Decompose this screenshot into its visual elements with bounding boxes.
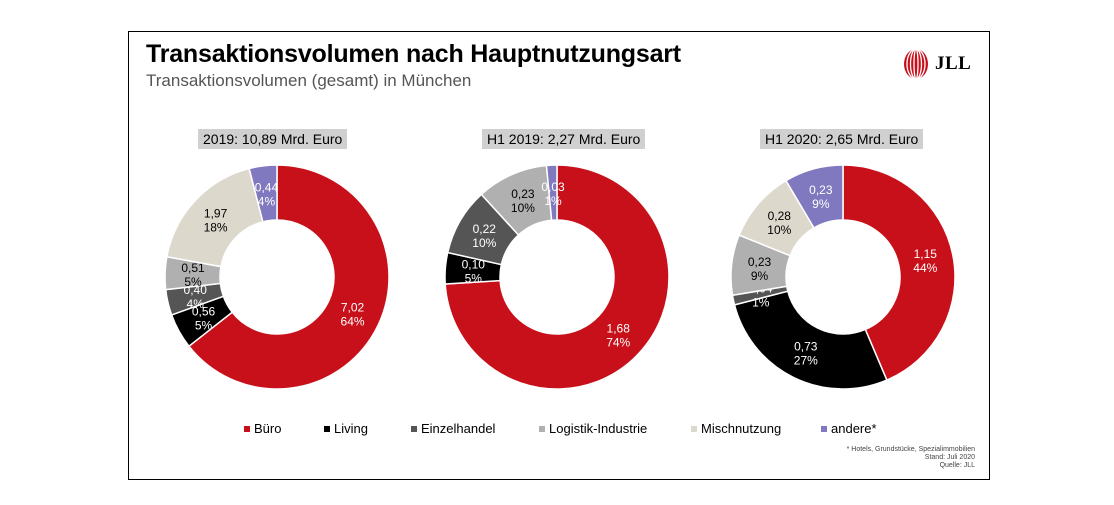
page-title: Transaktionsvolumen nach Hauptnutzungsar…	[146, 40, 681, 68]
data-label-value: 0,22	[473, 222, 497, 236]
legend-label: Büro	[254, 421, 282, 436]
footnote: * Hotels, Grundstücke, Spezialimmobilien…	[847, 446, 975, 470]
data-label-value: 0,23	[748, 255, 772, 269]
data-label-value: 1,15	[914, 247, 938, 261]
legend-item-buero: Büro	[244, 421, 281, 436]
data-label-percent: 27%	[794, 353, 818, 367]
legend-item-einzelhandel: Einzelhandel	[411, 421, 495, 436]
donut-slice-2-1	[733, 290, 888, 390]
data-label-value: 0,56	[192, 305, 216, 319]
chart-frame	[128, 31, 990, 480]
footnote-line: * Hotels, Grundstücke, Spezialimmobilien	[846, 446, 975, 453]
data-label-percent: 5%	[184, 275, 202, 289]
data-label-percent: 9%	[812, 197, 830, 211]
data-label-percent: 5%	[465, 271, 483, 285]
data-label-value: 0,03	[541, 180, 565, 194]
legend-label: Living	[334, 421, 368, 436]
data-label-value: 0,23	[809, 183, 833, 197]
data-label-percent: 10%	[767, 223, 791, 237]
data-label-value: 1,68	[607, 322, 631, 336]
data-label-value: 0,51	[181, 261, 205, 275]
jll-logo-icon	[904, 48, 928, 80]
data-label-percent: 1%	[544, 194, 562, 208]
page-subtitle: Transaktionsvolumen (gesamt) in München	[146, 71, 472, 90]
data-label-percent: 64%	[341, 315, 365, 329]
legend-label: Mischnutzung	[701, 421, 782, 436]
data-label-percent: 10%	[511, 201, 535, 215]
data-label-value: 1,97	[204, 207, 228, 221]
legend-label: andere*	[831, 421, 877, 436]
chart-title-h1-2020: H1 2020: 2,65 Mrd. Euro	[760, 129, 924, 149]
donut-slice-0-5	[248, 164, 278, 223]
legend-swatch	[324, 425, 330, 432]
donut-slice-2-0	[842, 164, 956, 382]
data-label-percent: 1%	[752, 295, 770, 309]
legend-swatch	[821, 425, 827, 432]
data-label-percent: 10%	[472, 236, 496, 250]
legend-item-mischnutzung: Mischnutzung	[691, 421, 781, 436]
data-label-value: 0,10	[462, 257, 486, 271]
logo-text: JLL	[935, 53, 972, 74]
data-label-value: 7,02	[341, 301, 365, 315]
data-label-percent: 74%	[606, 336, 630, 350]
footnote-line: Stand: Juli 2020	[924, 454, 975, 461]
legend-swatch	[539, 425, 545, 432]
donut-slice-0-0	[187, 164, 390, 390]
data-label-percent: 4%	[258, 195, 276, 209]
legend-item-logistik: Logistik-Industrie	[539, 421, 647, 436]
legend-swatch	[244, 425, 250, 432]
donut-slice-1-5	[545, 164, 558, 222]
legend-item-living: Living	[324, 421, 368, 436]
legend-swatch	[411, 425, 417, 432]
data-label-percent: 4%	[187, 297, 205, 311]
data-label-percent: 44%	[913, 261, 937, 275]
data-label-value: 0,28	[768, 209, 792, 223]
chart-title-h1-2019: H1 2019: 2,27 Mrd. Euro	[482, 129, 646, 149]
data-label-percent: 5%	[195, 319, 213, 333]
footnote-line: Quelle: JLL	[939, 462, 975, 469]
data-label-percent: 18%	[204, 221, 228, 235]
legend: Büro Living Einzelhandel Logistik-Indust…	[0, 421, 1114, 437]
data-label-percent: 9%	[751, 269, 769, 283]
chart-title-2019: 2019: 10,89 Mrd. Euro	[198, 129, 348, 149]
legend-item-andere: andere*	[821, 421, 877, 436]
data-label-value: 0,73	[794, 339, 818, 353]
donut-slice-2-5	[784, 164, 844, 229]
legend-label: Logistik-Industrie	[549, 421, 648, 436]
data-label-value: 0,44	[255, 181, 279, 195]
data-label-value: 0,23	[511, 187, 535, 201]
donut-slice-1-0	[444, 164, 670, 390]
legend-swatch	[691, 425, 697, 432]
legend-label: Einzelhandel	[421, 421, 496, 436]
